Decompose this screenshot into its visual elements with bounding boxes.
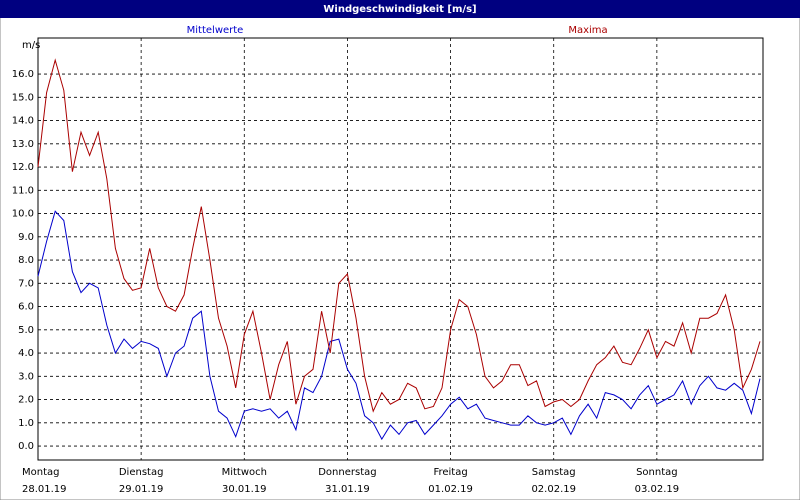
x-date-label: 29.01.19 (119, 484, 164, 495)
title-bar (0, 0, 800, 18)
x-tick-label: Mittwoch (222, 467, 267, 478)
y-tick-label: 10.0 (12, 209, 34, 220)
y-tick-label: 0.0 (18, 441, 34, 452)
x-tick-label: Donnerstag (318, 467, 376, 478)
y-unit: m/s (22, 40, 40, 51)
series-line (37, 58, 761, 413)
y-tick-label: 12.0 (12, 162, 34, 173)
x-tick-label: Sonntag (636, 467, 678, 478)
y-tick-label: 13.0 (12, 139, 34, 150)
plot-frame (37, 37, 764, 461)
series-line (37, 210, 761, 441)
y-tick-label: 6.0 (18, 302, 34, 313)
y-tick-label: 4.0 (18, 348, 34, 359)
x-tick-label: Freitag (433, 467, 467, 478)
x-date-label: 31.01.19 (325, 484, 370, 495)
legend-label: Mittelwerte (187, 25, 244, 36)
x-date-label: 02.02.19 (531, 484, 576, 495)
x-date-label: 03.02.19 (635, 484, 680, 495)
x-date-label: 30.01.19 (222, 484, 267, 495)
x-date-label: 28.01.19 (22, 484, 67, 495)
x-tick-label: Dienstag (119, 467, 164, 478)
y-tick-label: 15.0 (12, 92, 34, 103)
legend-label: Maxima (568, 25, 607, 36)
y-tick-label: 11.0 (12, 185, 34, 196)
y-tick-label: 16.0 (12, 69, 34, 80)
y-tick-label: 3.0 (18, 371, 34, 382)
y-tick-label: 8.0 (18, 255, 34, 266)
y-tick-label: 5.0 (18, 325, 34, 336)
y-tick-label: 2.0 (18, 395, 34, 406)
chart-title: Windgeschwindigkeit [m/s] (323, 4, 476, 15)
x-tick-label: Samstag (532, 467, 576, 478)
y-tick-label: 7.0 (18, 278, 34, 289)
x-date-label: 01.02.19 (428, 484, 473, 495)
y-tick-label: 9.0 (18, 232, 34, 243)
y-tick-label: 14.0 (12, 116, 34, 127)
y-tick-label: 1.0 (18, 418, 34, 429)
x-tick-label: Montag (22, 467, 59, 478)
